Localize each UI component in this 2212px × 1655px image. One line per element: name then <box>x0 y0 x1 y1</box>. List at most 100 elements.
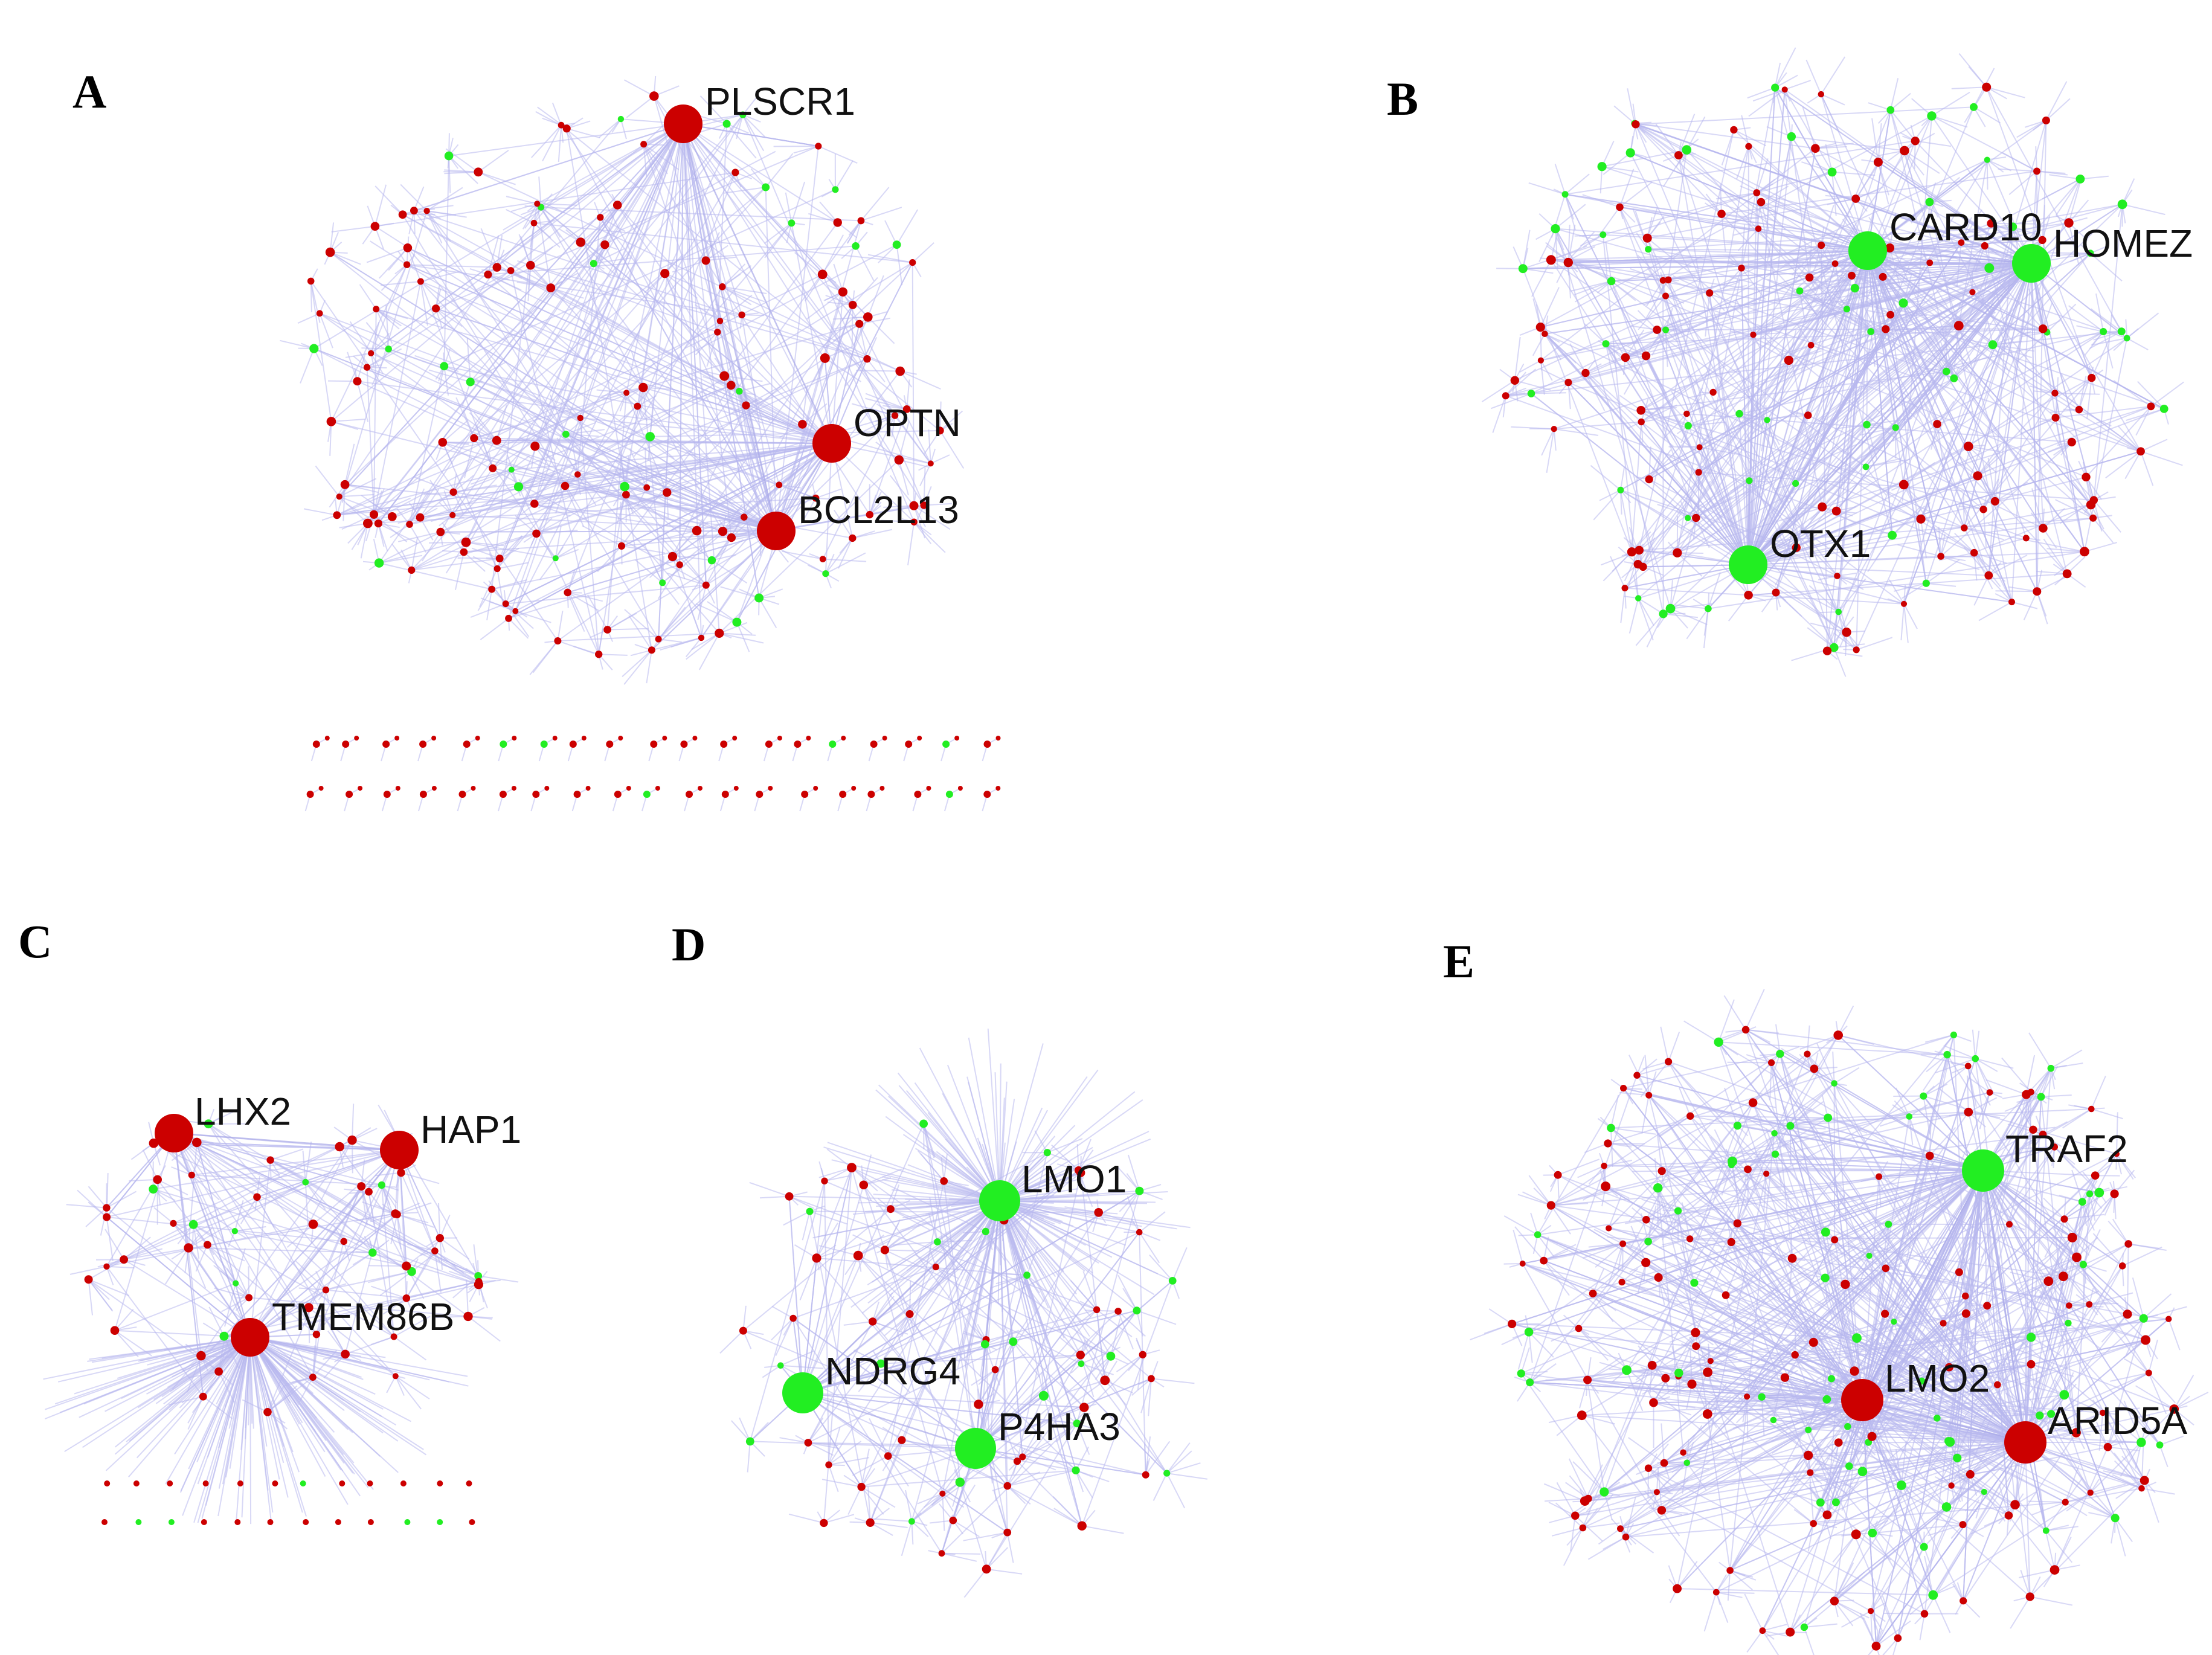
network-edge <box>249 1337 449 1383</box>
network-node <box>1135 1186 1144 1195</box>
network-node <box>1653 326 1662 334</box>
network-node <box>1961 524 1968 532</box>
network-node <box>532 791 540 798</box>
network-edge <box>344 1188 369 1193</box>
network-node <box>1757 198 1766 207</box>
network-edge <box>1514 336 1521 381</box>
network-node <box>564 588 571 597</box>
network-edge <box>860 187 890 222</box>
network-node <box>392 1373 399 1380</box>
network-edge <box>558 125 562 162</box>
network-edge <box>2080 175 2109 180</box>
network-edge <box>249 1337 285 1464</box>
network-edge <box>1567 246 1595 262</box>
panel-a-minor-nodes <box>306 91 1001 798</box>
network-edge <box>735 150 776 173</box>
network-node <box>253 1193 261 1201</box>
network-edge <box>1624 263 2032 589</box>
network-edge <box>188 1247 207 1288</box>
network-edge <box>1821 245 1828 651</box>
network-node <box>369 510 379 519</box>
network-node <box>822 570 829 577</box>
network-edge <box>1555 228 1671 609</box>
network-edge <box>221 1297 249 1313</box>
network-node <box>590 260 597 268</box>
network-edge <box>1733 228 1759 236</box>
network-edge <box>736 114 744 140</box>
network-edge <box>706 561 745 586</box>
network-edge <box>1603 551 1633 582</box>
network-edge <box>1963 491 1975 529</box>
network-node <box>403 243 413 252</box>
network-node <box>806 736 811 741</box>
network-node <box>1638 418 1645 426</box>
network-edge <box>606 393 628 630</box>
network-edge <box>703 516 745 530</box>
network-edge <box>409 491 431 525</box>
network-edge <box>315 465 340 497</box>
network-edge <box>329 421 332 456</box>
network-edge <box>1958 312 1995 327</box>
network-edge <box>1522 268 1633 553</box>
network-edge <box>1623 355 1647 395</box>
network-edge <box>442 420 468 443</box>
network-node <box>1518 264 1528 274</box>
network-node <box>1834 573 1841 579</box>
network-edge <box>821 234 844 275</box>
network-edge <box>2054 392 2100 395</box>
network-node <box>1842 628 1851 637</box>
network-node <box>1163 1470 1171 1477</box>
network-edge <box>298 1287 326 1291</box>
network-edge <box>1540 360 1545 395</box>
network-edge <box>1492 395 1506 433</box>
network-node <box>1023 1271 1030 1279</box>
network-node <box>1899 298 1908 308</box>
network-node <box>722 120 731 128</box>
network-edge <box>375 185 403 215</box>
network-node <box>813 786 818 791</box>
network-edge <box>1638 129 1735 551</box>
network-edge <box>852 317 869 346</box>
network-node <box>849 534 857 542</box>
network-edge <box>736 304 854 623</box>
network-edge <box>923 468 926 506</box>
network-edge <box>2045 98 2071 121</box>
network-node <box>1706 289 1714 297</box>
network-edge <box>1721 129 1735 166</box>
panel-b-minor-nodes <box>1502 82 2169 655</box>
network-edge <box>722 286 752 306</box>
network-edge <box>1760 202 1770 231</box>
hub-label-otx1: OTX1 <box>1770 522 1871 565</box>
network-node <box>492 435 501 445</box>
network-edge <box>2055 499 2094 519</box>
panel-c-letter: C <box>18 915 52 968</box>
network-edge <box>329 251 625 487</box>
network-edge <box>1514 379 1551 391</box>
network-edge <box>705 245 728 262</box>
network-edge <box>1834 263 1858 267</box>
network-node <box>449 512 456 519</box>
network-edge <box>1911 201 1931 224</box>
network-edge <box>414 205 454 211</box>
network-edge <box>788 1196 803 1393</box>
network-edge <box>913 521 946 553</box>
network-node <box>719 371 730 381</box>
network-node <box>1831 260 1839 267</box>
network-node <box>1764 417 1770 423</box>
network-edge <box>1631 325 1657 330</box>
network-node <box>507 267 515 274</box>
network-node <box>1100 1375 1110 1386</box>
network-edge <box>1741 115 1749 147</box>
network-node <box>431 1247 439 1255</box>
network-node <box>940 1177 948 1185</box>
network-edge <box>188 1181 306 1248</box>
network-edge <box>1663 613 1699 619</box>
network-edge <box>1801 263 1836 292</box>
hub-link-edge <box>173 1133 251 1338</box>
network-edge <box>705 358 826 586</box>
network-node <box>336 493 342 500</box>
network-node <box>982 1227 989 1235</box>
network-node <box>762 183 770 191</box>
network-node <box>640 141 648 148</box>
network-node <box>655 635 662 643</box>
